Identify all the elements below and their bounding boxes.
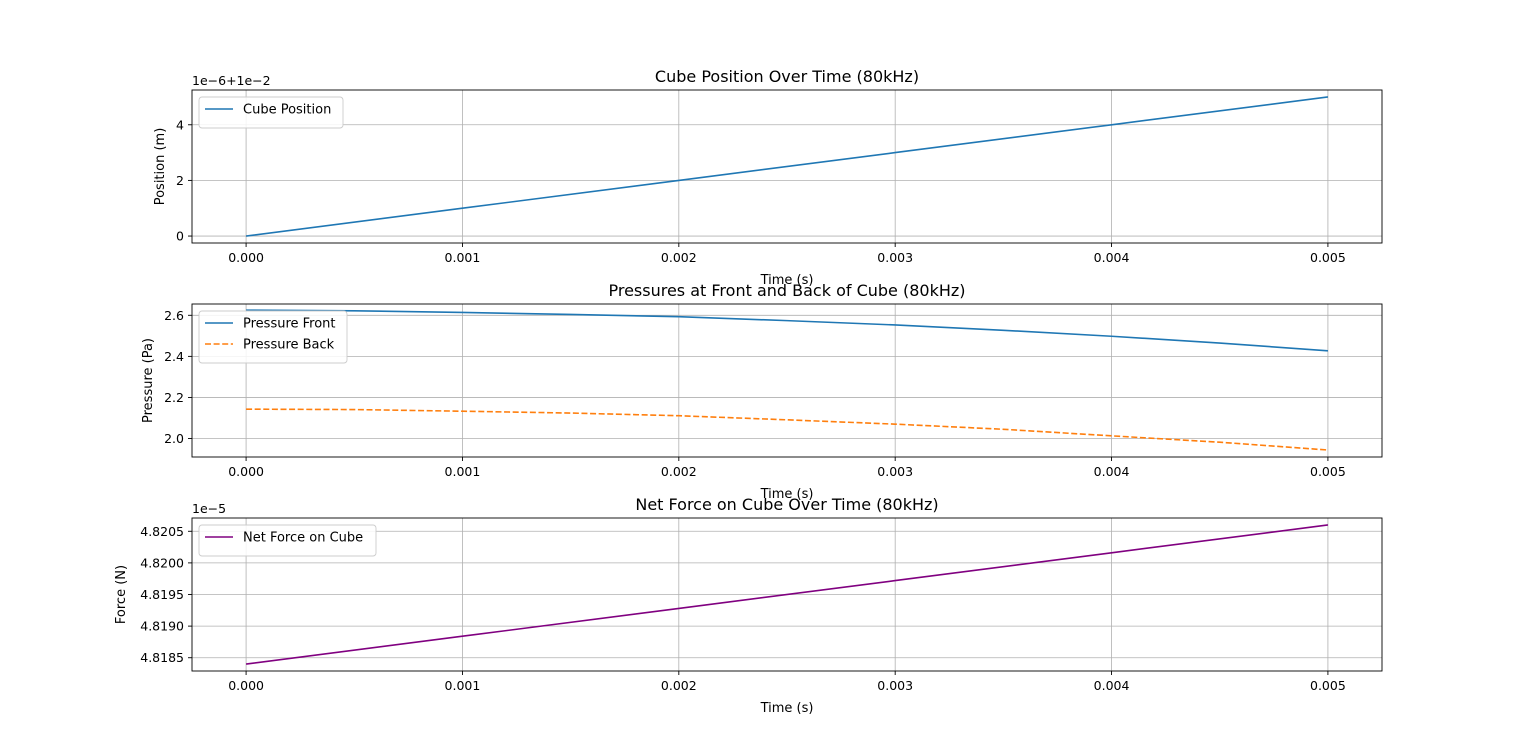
subplot-1: 0.000 0.001 0.002 0.003 0.004 0.005 0 2 4 Cube Po… bbox=[153, 67, 1383, 288]
y-tick-label: 2 bbox=[176, 173, 184, 188]
x-axis-label: Time (s) bbox=[760, 273, 814, 288]
legend-label: Pressure Front bbox=[243, 317, 336, 332]
y-tick-label: 4.8190 bbox=[140, 619, 184, 634]
x-tick-label: 0.002 bbox=[661, 464, 697, 479]
x-tick-label: 0.001 bbox=[445, 250, 481, 265]
x-tick-label: 0.002 bbox=[661, 250, 697, 265]
axis-offset-text: 1e−6+1e−2 bbox=[192, 73, 271, 88]
y-tick-label: 2.2 bbox=[164, 390, 184, 405]
y-tick-label: 4 bbox=[176, 117, 184, 132]
plot-frame bbox=[191, 89, 1383, 244]
x-tick-label: 0.000 bbox=[228, 250, 264, 265]
chart-title: Cube Position Over Time (80kHz) bbox=[655, 67, 919, 86]
y-tick-label: 2.6 bbox=[164, 308, 184, 323]
legend-label: Net Force on Cube bbox=[243, 531, 363, 546]
subplot-3: 0.000 0.001 0.002 0.003 0.004 0.005 4.8185 4.81… bbox=[114, 495, 1383, 716]
series-line-pressure-back bbox=[246, 408, 1328, 451]
legend-box bbox=[198, 96, 344, 129]
x-axis-label: Time (s) bbox=[760, 487, 814, 502]
x-tick-label: 0.003 bbox=[877, 464, 913, 479]
legend-box bbox=[198, 524, 377, 557]
legend: Pressure Front Pressure Back bbox=[198, 310, 348, 364]
y-tick-label: 4.8200 bbox=[140, 555, 184, 570]
y-tick-label: 0 bbox=[176, 229, 184, 244]
x-tick-label: 0.003 bbox=[877, 678, 913, 693]
x-tick-label: 0.004 bbox=[1094, 250, 1130, 265]
y-tick-label: 4.8195 bbox=[140, 587, 184, 602]
y-tick-label: 4.8205 bbox=[140, 524, 184, 539]
y-tick-label: 4.8185 bbox=[140, 650, 184, 665]
x-tick-label: 0.001 bbox=[445, 464, 481, 479]
plot-frame bbox=[191, 303, 1383, 458]
chart-title: Net Force on Cube Over Time (80kHz) bbox=[635, 495, 938, 514]
x-tick-label: 0.000 bbox=[228, 678, 264, 693]
legend-box bbox=[198, 310, 348, 364]
chart-title: Pressures at Front and Back of Cube (80k… bbox=[608, 281, 965, 300]
series-line-pressure-front bbox=[246, 309, 1328, 352]
y-tick-label: 2.4 bbox=[164, 349, 184, 364]
x-tick-label: 0.002 bbox=[661, 678, 697, 693]
x-tick-label: 0.005 bbox=[1310, 250, 1346, 265]
x-tick-label: 0.003 bbox=[877, 250, 913, 265]
x-tick-label: 0.005 bbox=[1310, 678, 1346, 693]
legend-label: Cube Position bbox=[243, 103, 331, 118]
x-axis-label: Time (s) bbox=[760, 701, 814, 716]
y-tick-label: 2.0 bbox=[164, 431, 184, 446]
x-tick-label: 0.000 bbox=[228, 464, 264, 479]
x-tick-label: 0.004 bbox=[1094, 464, 1130, 479]
x-tick-label: 0.005 bbox=[1310, 464, 1346, 479]
legend-label: Pressure Back bbox=[243, 338, 335, 353]
x-tick-label: 0.001 bbox=[445, 678, 481, 693]
subplot-2: 0.000 0.001 0.002 0.003 0.004 0.005 2.0 2.2 2.4 2… bbox=[141, 281, 1383, 502]
legend: Net Force on Cube bbox=[198, 524, 377, 557]
series-line-net-force-on-cube bbox=[245, 524, 1329, 665]
legend: Cube Position bbox=[198, 96, 344, 129]
series-line-cube-position bbox=[245, 96, 1329, 237]
axis-offset-text: 1e−5 bbox=[192, 501, 226, 516]
y-axis-label: Position (m) bbox=[153, 128, 168, 206]
y-axis-label: Force (N) bbox=[114, 565, 129, 624]
y-axis-label: Pressure (Pa) bbox=[141, 338, 156, 423]
x-tick-label: 0.004 bbox=[1094, 678, 1130, 693]
